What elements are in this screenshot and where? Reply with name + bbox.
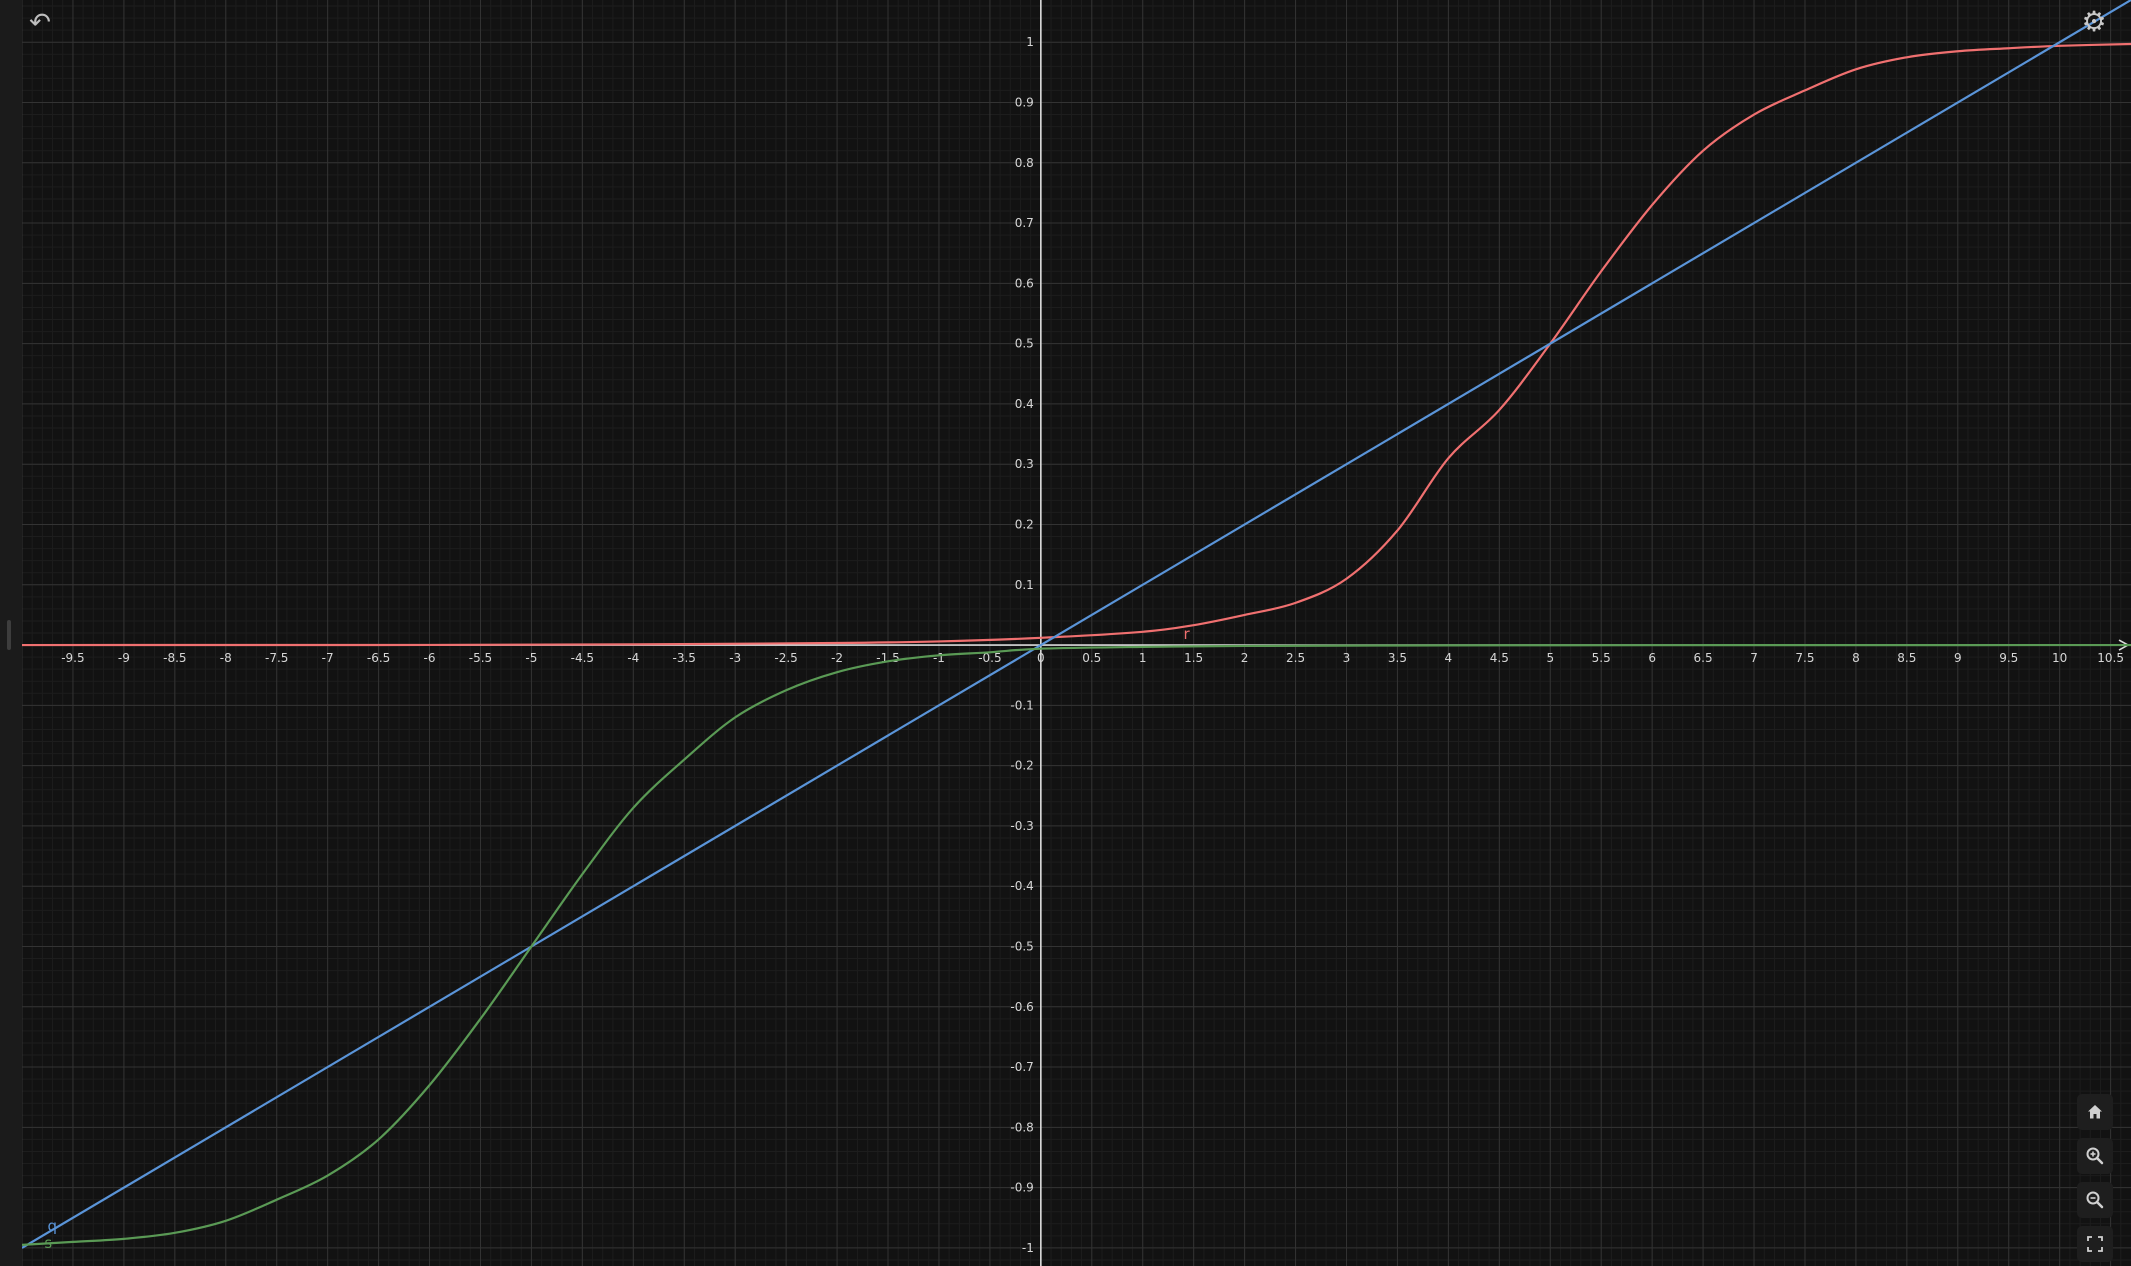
home-icon (2088, 1105, 2102, 1119)
curve-label-r: r (1183, 625, 1190, 643)
y-tick-label: -0.4 (1010, 879, 1033, 893)
fullscreen-icon (2087, 1236, 2103, 1252)
undo-icon: ↶ (29, 8, 51, 38)
x-tick-label: 5 (1546, 651, 1554, 665)
y-tick-label: 1 (1026, 35, 1034, 49)
x-tick-label: 1 (1139, 651, 1147, 665)
x-tick-label: -8 (220, 651, 232, 665)
x-tick-label: -6 (424, 651, 436, 665)
y-tick-labels: 1 0.9 0.8 0.7 0.6 0.5 0.4 0.3 0.2 0.1 -0.1 -0.2 -0.3… (1010, 35, 1033, 1255)
curve-q[interactable] (22, 0, 2131, 1249)
y-tick-label: -0.1 (1010, 698, 1033, 712)
curve-label-s: s (44, 1234, 52, 1252)
x-tick-label: 10 (2052, 651, 2067, 665)
y-tick-label: 0.9 (1015, 95, 1034, 109)
gear-icon: ⚙ (2081, 4, 2107, 38)
y-tick-label: 0.3 (1015, 457, 1034, 471)
zoom-in-button[interactable] (2077, 1138, 2113, 1174)
y-tick-label: -0.5 (1010, 939, 1033, 953)
x-tick-label: -0.5 (978, 651, 1001, 665)
y-tick-label: -0.2 (1010, 759, 1033, 773)
graph-area[interactable]: -9.5 -9 -8.5 -8 -7.5 -7 -6.5 -6 -5.5 -5 -4.5 -4 -3.5… (22, 0, 2131, 1266)
x-tick-label: 0 (1037, 651, 1045, 665)
x-tick-label: 5.5 (1592, 651, 1611, 665)
x-tick-label: -9.5 (61, 651, 84, 665)
x-tick-label: 8.5 (1897, 651, 1916, 665)
x-tick-label: 9.5 (1999, 651, 2018, 665)
x-tick-label: 10.5 (2097, 651, 2124, 665)
x-tick-label: 4.5 (1490, 651, 1509, 665)
x-tick-label: 0.5 (1082, 651, 1101, 665)
x-tick-label: 6.5 (1694, 651, 1713, 665)
x-tick-label: -3.5 (673, 651, 696, 665)
x-tick-label: -9 (118, 651, 130, 665)
curve-labels: r qs (44, 625, 1190, 1252)
y-tick-label: 0.4 (1015, 397, 1034, 411)
y-tick-label: -0.6 (1010, 1000, 1033, 1014)
x-tick-label: -4 (627, 651, 639, 665)
y-tick-label: 0.5 (1015, 337, 1034, 351)
y-tick-label: -0.7 (1010, 1060, 1033, 1074)
x-tick-label: 7 (1750, 651, 1758, 665)
x-tick-label: 4 (1445, 651, 1453, 665)
x-tick-label: -6.5 (367, 651, 390, 665)
undo-button[interactable]: ↶ (22, 6, 58, 40)
x-tick-label: -2.5 (774, 651, 797, 665)
zoom-out-button[interactable] (2077, 1182, 2113, 1218)
y-tick-label: 0.2 (1015, 517, 1034, 531)
x-tick-label: -7.5 (265, 651, 288, 665)
graph-canvas[interactable]: -9.5 -9 -8.5 -8 -7.5 -7 -6.5 -6 -5.5 -5 -4.5 -4 -3.5… (22, 0, 2131, 1266)
fullscreen-button[interactable] (2077, 1226, 2113, 1262)
curve-r[interactable] (22, 42, 2131, 647)
x-tick-label: 6 (1648, 651, 1656, 665)
curve-label-q: q (47, 1217, 57, 1235)
x-tick-label: 3 (1343, 651, 1351, 665)
x-tick-label: 7.5 (1795, 651, 1814, 665)
y-tick-label: -0.3 (1010, 819, 1033, 833)
x-tick-label: -8.5 (163, 651, 186, 665)
x-tick-label: -7 (322, 651, 334, 665)
y-tick-label: 0.8 (1015, 156, 1034, 170)
y-tick-label: 0.6 (1015, 276, 1034, 290)
panel-resize-handle[interactable] (7, 620, 11, 650)
x-tick-label: -5 (525, 651, 537, 665)
curves[interactable] (22, 0, 2131, 1249)
x-tick-label: -4.5 (571, 651, 594, 665)
settings-button[interactable]: ⚙ (2077, 4, 2111, 38)
y-tick-label: -1 (1022, 1241, 1034, 1255)
x-tick-label: -3 (729, 651, 741, 665)
x-tick-label: 8 (1852, 651, 1860, 665)
curve-s[interactable] (22, 643, 2131, 1246)
zoom-out-icon (2086, 1191, 2104, 1209)
y-tick-label: -0.9 (1010, 1181, 1033, 1195)
x-tick-label: -1 (933, 651, 945, 665)
x-tick-labels: -9.5 -9 -8.5 -8 -7.5 -7 -6.5 -6 -5.5 -5 -4.5 -4 -3.5… (61, 651, 2124, 665)
y-tick-label: 0.1 (1015, 578, 1034, 592)
x-tick-label: 2.5 (1286, 651, 1305, 665)
y-tick-label: -0.8 (1010, 1120, 1033, 1134)
x-tick-label: 9 (1954, 651, 1962, 665)
home-button[interactable] (2077, 1094, 2113, 1130)
expression-panel-edge[interactable] (0, 0, 23, 1266)
y-tick-label: 0.7 (1015, 216, 1034, 230)
zoom-in-icon (2086, 1147, 2104, 1165)
x-tick-label: -2 (831, 651, 843, 665)
x-tick-label: -5.5 (469, 651, 492, 665)
x-tick-label: 2 (1241, 651, 1249, 665)
x-tick-label: 1.5 (1184, 651, 1203, 665)
x-tick-label: 3.5 (1388, 651, 1407, 665)
